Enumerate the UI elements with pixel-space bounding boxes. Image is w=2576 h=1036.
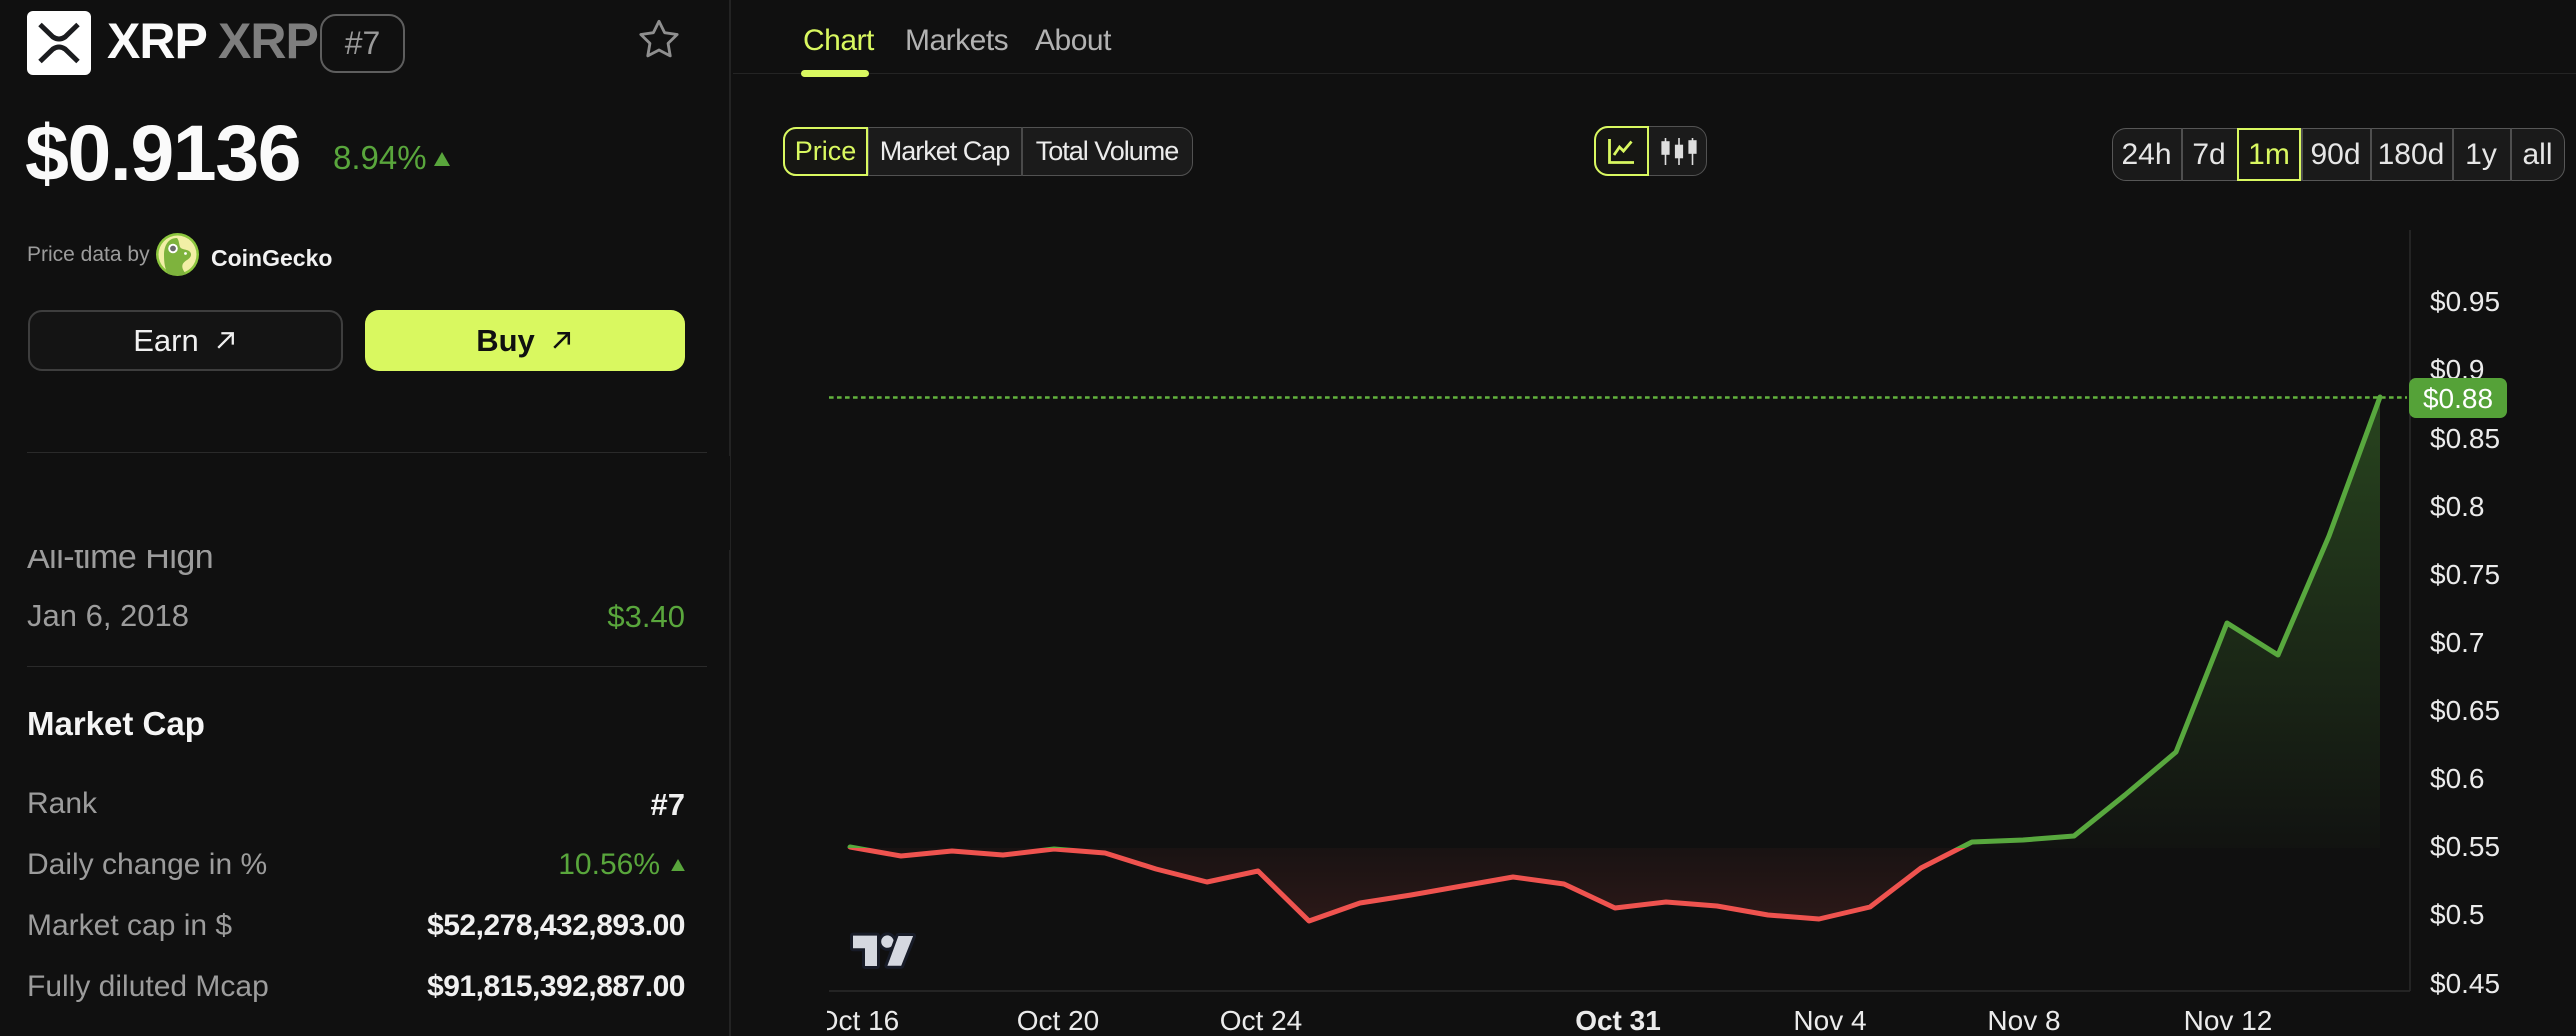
svg-text:$0.6: $0.6 xyxy=(2430,763,2485,794)
svg-text:$0.5: $0.5 xyxy=(2430,899,2485,930)
svg-text:Nov 12: Nov 12 xyxy=(2184,1005,2273,1036)
svg-text:$0.88: $0.88 xyxy=(2423,383,2493,414)
svg-text:$0.85: $0.85 xyxy=(2430,423,2500,454)
svg-text:Nov 4: Nov 4 xyxy=(1793,1005,1866,1036)
svg-text:Oct 20: Oct 20 xyxy=(1017,1005,1099,1036)
svg-text:Oct 31: Oct 31 xyxy=(1575,1005,1661,1036)
svg-text:$0.7: $0.7 xyxy=(2430,627,2485,658)
svg-text:$0.75: $0.75 xyxy=(2430,559,2500,590)
svg-text:$0.95: $0.95 xyxy=(2430,286,2500,317)
svg-text:Oct 24: Oct 24 xyxy=(1220,1005,1302,1036)
svg-text:Oct 16: Oct 16 xyxy=(817,1005,899,1036)
svg-text:$0.55: $0.55 xyxy=(2430,831,2500,862)
svg-text:$0.45: $0.45 xyxy=(2430,968,2500,999)
svg-text:$0.65: $0.65 xyxy=(2430,695,2500,726)
svg-text:Nov 8: Nov 8 xyxy=(1987,1005,2060,1036)
svg-text:$0.8: $0.8 xyxy=(2430,491,2485,522)
